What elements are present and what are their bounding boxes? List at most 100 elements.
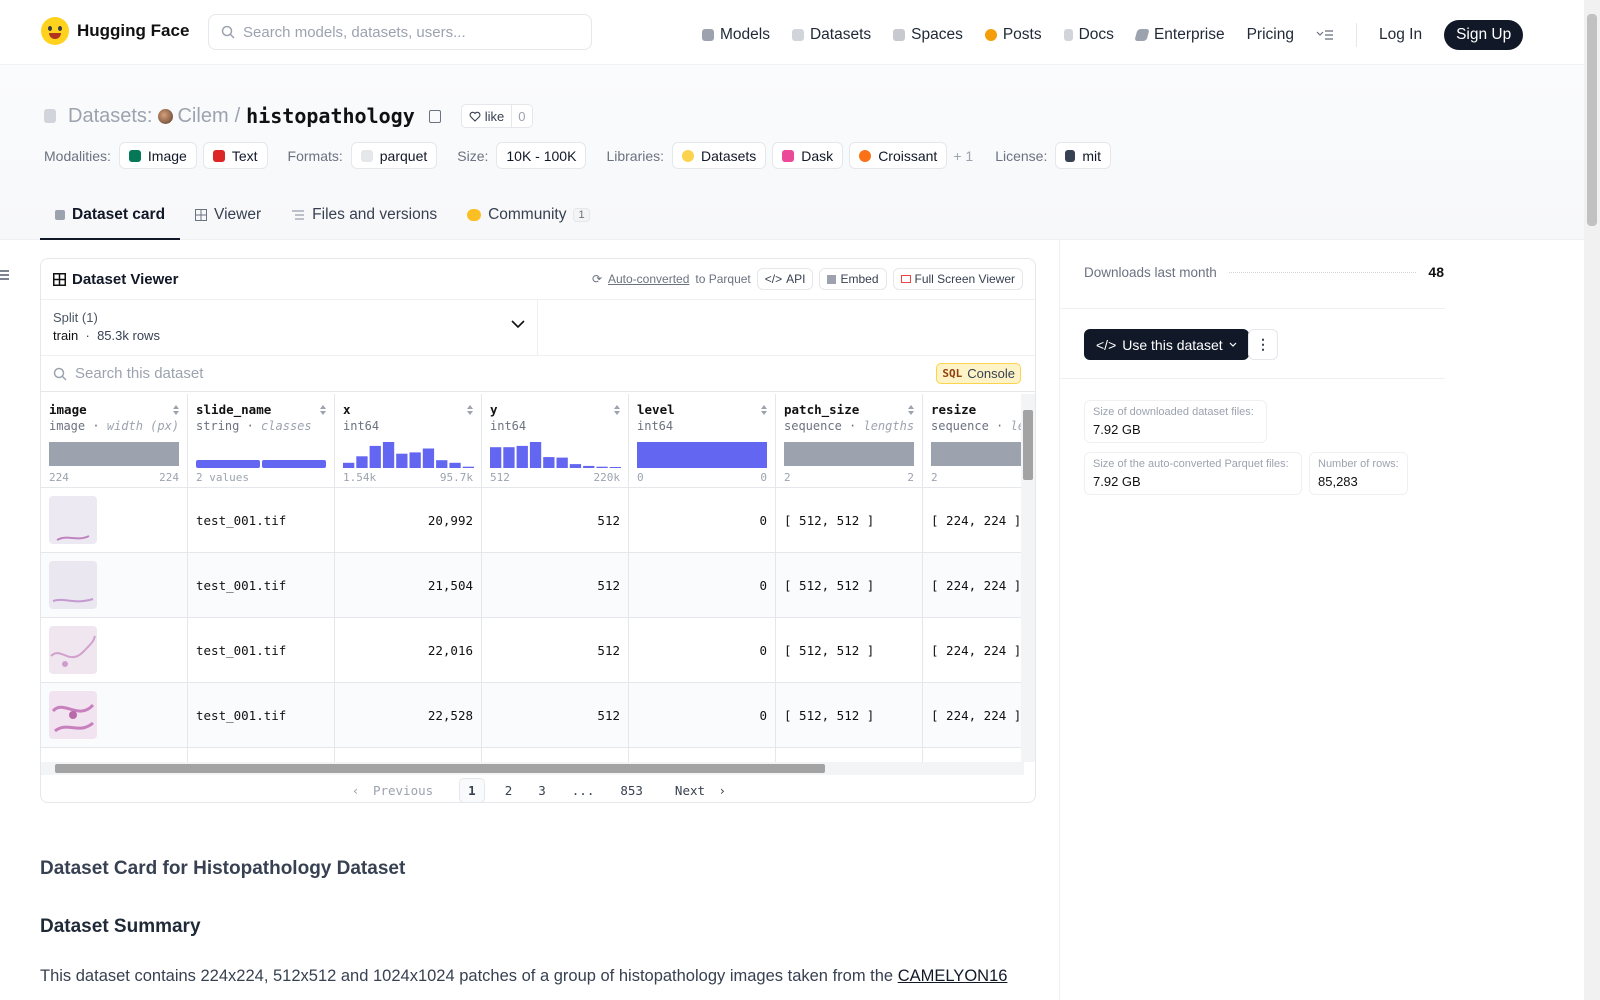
split-selector[interactable]: Split (1) train · 85.3k rows xyxy=(41,300,538,355)
page-button[interactable]: 3 xyxy=(538,782,546,798)
image-cell[interactable] xyxy=(41,488,187,553)
nav-more-menu[interactable] xyxy=(1316,29,1334,41)
like-toggle[interactable]: like xyxy=(462,105,513,127)
histogram-bar[interactable] xyxy=(422,448,435,469)
nav-posts[interactable]: Posts xyxy=(984,26,1042,44)
table-cell[interactable]: [ 512, 512 ] xyxy=(776,553,922,618)
table-cell[interactable]: test_001.tif xyxy=(188,683,334,748)
histogram-bar[interactable] xyxy=(569,464,582,468)
next-page-button[interactable]: Next › xyxy=(663,783,732,798)
table-cell[interactable]: [ 224, 224 ] xyxy=(923,553,1024,618)
histogram-bar[interactable] xyxy=(396,453,408,468)
tag-library-datasets[interactable]: Datasets xyxy=(672,142,767,169)
image-cell[interactable] xyxy=(41,748,187,762)
auto-converted-link[interactable]: Auto-converted xyxy=(608,272,690,286)
histology-thumbnail[interactable] xyxy=(49,626,97,674)
tag-format-parquet[interactable]: parquet xyxy=(350,142,438,169)
repo-name[interactable]: histopathology xyxy=(246,104,415,128)
tag-library-dask[interactable]: Dask xyxy=(772,142,844,169)
x-histogram[interactable] xyxy=(343,442,474,468)
nav-enterprise[interactable]: Enterprise xyxy=(1134,26,1225,44)
histogram-bar[interactable] xyxy=(462,466,474,468)
table-cell[interactable]: 22,016 xyxy=(335,618,481,683)
table-cell[interactable]: 21,504 xyxy=(335,553,481,618)
use-this-dataset-button[interactable]: </> Use this dataset xyxy=(1084,329,1249,360)
histogram-bar[interactable] xyxy=(409,452,421,468)
table-cell[interactable]: test_001.tif xyxy=(188,618,334,683)
sort-icon[interactable] xyxy=(760,404,768,416)
login-link[interactable]: Log In xyxy=(1378,26,1423,43)
histogram-bar[interactable] xyxy=(596,466,608,468)
table-cell[interactable]: 0 xyxy=(629,683,775,748)
global-search-input[interactable]: Search models, datasets, users... xyxy=(208,14,592,50)
scrollbar-thumb[interactable] xyxy=(1587,14,1597,226)
column-header-y[interactable]: y int64 512 220k xyxy=(482,394,628,488)
scrollbar-thumb[interactable] xyxy=(1023,410,1033,480)
histology-thumbnail[interactable] xyxy=(49,496,97,544)
page-scrollbar[interactable] xyxy=(1584,0,1600,1000)
table-cell[interactable]: 20,992 xyxy=(335,488,481,553)
table-cell[interactable]: 512 xyxy=(482,553,628,618)
column-header-x[interactable]: x int64 1.54k 95.7k xyxy=(335,394,481,488)
breadcrumb-section[interactable]: Datasets: xyxy=(68,104,153,127)
histogram-bar[interactable] xyxy=(356,456,368,468)
level-bar[interactable] xyxy=(637,442,767,468)
table-cell[interactable]: 512 xyxy=(482,618,628,683)
grid-horizontal-scrollbar[interactable] xyxy=(41,762,1024,775)
tag-library-croissant[interactable]: Croissant xyxy=(849,142,948,169)
table-cell[interactable]: [ 224, 224 ] xyxy=(923,683,1024,748)
table-cell[interactable]: 512 xyxy=(482,488,628,553)
histogram-bar[interactable] xyxy=(436,460,448,468)
copy-icon[interactable] xyxy=(428,109,441,123)
sort-icon[interactable] xyxy=(613,404,621,416)
tab-viewer[interactable]: Viewer xyxy=(180,196,276,240)
image-cell[interactable] xyxy=(41,618,187,683)
nav-pricing[interactable]: Pricing xyxy=(1247,26,1294,44)
histogram-bar[interactable] xyxy=(543,457,555,468)
more-options-button[interactable]: ⋮ xyxy=(1248,329,1278,360)
table-cell[interactable]: test_001.tif xyxy=(188,488,334,553)
column-header-image[interactable]: image image · width (px) 224 224 xyxy=(41,394,187,488)
image-cell[interactable] xyxy=(41,683,187,748)
nav-spaces[interactable]: Spaces xyxy=(893,26,963,44)
sort-icon[interactable] xyxy=(319,404,327,416)
page-button-current[interactable]: 1 xyxy=(459,777,485,802)
nav-models[interactable]: Models xyxy=(702,26,770,44)
tag-size[interactable]: 10K - 100K xyxy=(496,142,587,169)
table-cell[interactable]: [ 512, 512 ] xyxy=(776,488,922,553)
tab-community[interactable]: Community 1 xyxy=(452,196,605,240)
tab-files[interactable]: Files and versions xyxy=(276,196,452,240)
grid-vertical-scrollbar[interactable] xyxy=(1021,394,1035,762)
y-histogram[interactable] xyxy=(490,442,621,468)
histogram-bar[interactable] xyxy=(556,457,568,468)
table-cell[interactable]: 22,528 xyxy=(335,683,481,748)
api-button[interactable]: </> API xyxy=(756,268,814,290)
table-cell[interactable]: 0 xyxy=(629,618,775,683)
camelyon16-link[interactable]: CAMELYON16 xyxy=(897,967,1008,985)
histogram-bar[interactable] xyxy=(516,445,528,468)
histogram-bar[interactable] xyxy=(369,445,381,468)
table-cell[interactable]: [ 224, 224 ] xyxy=(923,488,1024,553)
libraries-more[interactable]: + 1 xyxy=(953,147,974,164)
tag-modality-text[interactable]: Text xyxy=(202,142,268,169)
histogram-bar[interactable] xyxy=(449,462,461,468)
nav-docs[interactable]: Docs xyxy=(1063,26,1114,44)
table-cell[interactable]: [ 224, 224 ] xyxy=(923,618,1024,683)
histology-thumbnail[interactable] xyxy=(49,561,97,609)
signup-button[interactable]: Sign Up xyxy=(1444,20,1524,50)
table-cell[interactable]: [ 512, 512 ] xyxy=(776,683,922,748)
histology-thumbnail[interactable] xyxy=(49,691,97,739)
table-cell[interactable]: 0 xyxy=(629,553,775,618)
image-cell[interactable] xyxy=(41,553,187,618)
sort-icon[interactable] xyxy=(466,404,474,416)
table-cell[interactable]: [ 512, 512 ] xyxy=(776,618,922,683)
previous-page-button[interactable]: ‹ Previous xyxy=(346,783,445,798)
sort-icon[interactable] xyxy=(172,404,180,416)
toc-toggle[interactable] xyxy=(0,268,9,284)
breadcrumb-owner[interactable]: Cilem xyxy=(158,105,229,128)
embed-button[interactable]: Embed xyxy=(819,268,887,290)
histogram-bar[interactable] xyxy=(490,447,502,468)
tag-license[interactable]: mit xyxy=(1055,142,1112,169)
